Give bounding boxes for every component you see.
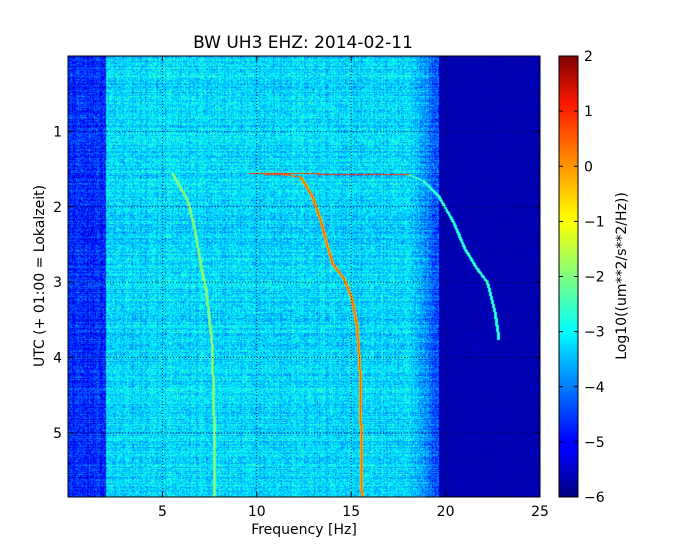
colorbar-tick-label: 1 xyxy=(584,104,593,120)
y-tick-label: 4 xyxy=(53,351,62,367)
plot-frame xyxy=(67,55,541,498)
colorbar-tick-label: 2 xyxy=(584,49,593,65)
x-axis-ticks: 5 10 15 20 25 xyxy=(158,56,549,520)
colorbar-tick-label: −5 xyxy=(584,435,605,451)
y-axis-label: UTC (+ 01:00 = Lokalzeit) xyxy=(32,185,48,367)
y-tick-label: 3 xyxy=(53,275,62,291)
y-axis-ticks: 1 2 3 4 5 xyxy=(53,124,540,442)
x-tick-label: 15 xyxy=(342,504,360,520)
x-tick-label: 10 xyxy=(248,504,266,520)
plot-area xyxy=(68,56,540,497)
y-tick-label: 1 xyxy=(53,124,62,140)
colorbar-tick-label: −1 xyxy=(584,214,605,230)
colorbar-tick-label: −4 xyxy=(584,380,605,396)
y-tick-label: 2 xyxy=(53,200,62,216)
y-tick-label: 5 xyxy=(53,426,62,442)
colorbar-ticks: 2 1 0 −1 −2 −3 −4 −5 −6 xyxy=(559,49,605,506)
colorbar-label: Log10((um**2/s**2/Hz)) xyxy=(614,192,630,360)
chart-title: BW UH3 EHZ: 2014-02-11 xyxy=(193,33,413,53)
x-tick-label: 5 xyxy=(158,504,167,520)
spectrogram-heatmap xyxy=(68,56,540,497)
x-tick-label: 20 xyxy=(437,504,455,520)
colorbar-tick-label: −2 xyxy=(584,270,605,286)
grid-lines xyxy=(68,56,540,497)
colorbar-tick-label: −6 xyxy=(584,490,605,506)
x-tick-label: 25 xyxy=(531,504,549,520)
colorbar-tick-label: −3 xyxy=(584,325,605,341)
colorbar-tick-label: 0 xyxy=(584,159,593,175)
x-axis-label: Frequency [Hz] xyxy=(251,522,357,538)
colorbar xyxy=(559,56,578,497)
